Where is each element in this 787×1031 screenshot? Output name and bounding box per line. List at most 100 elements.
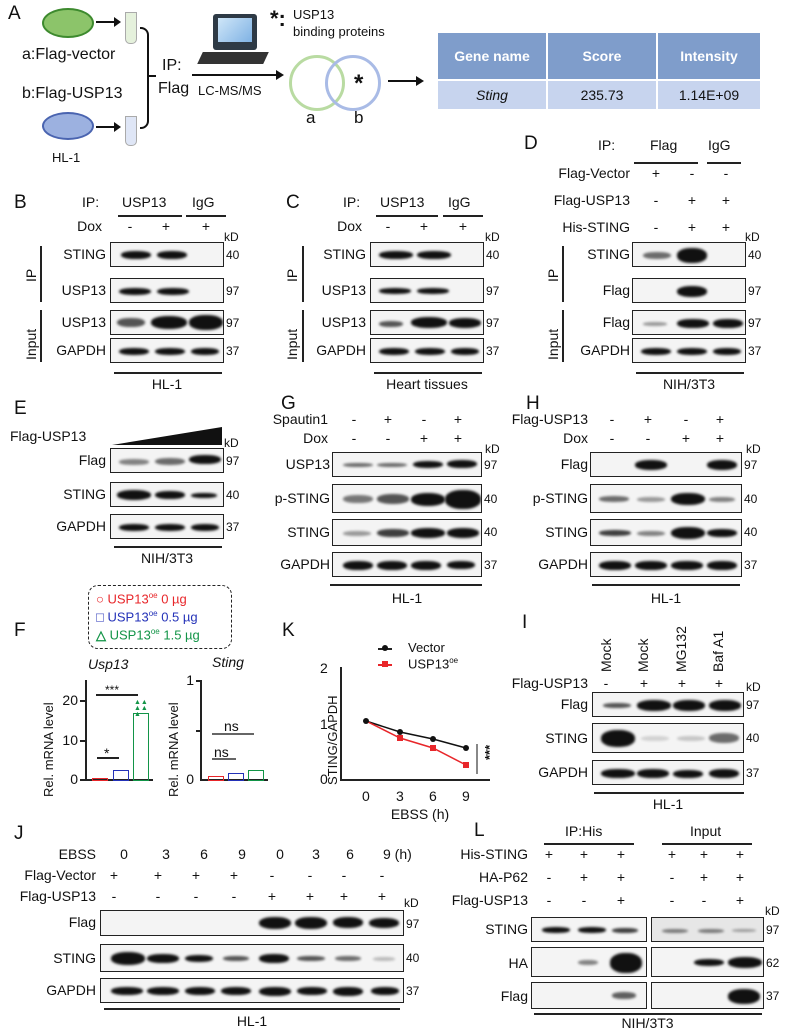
row-label: STING [63, 486, 106, 502]
blot-flag [110, 448, 224, 473]
legend-sup: oe [449, 656, 459, 665]
keyboard-icon [197, 52, 269, 64]
row-label: STING [53, 950, 96, 966]
venn-label-a: a [306, 108, 316, 127]
blot-sting [110, 482, 224, 507]
kd-label: kD [746, 442, 761, 456]
sign: - [609, 430, 615, 446]
panel-label-d: D [524, 133, 538, 154]
blot-flag-ip [531, 982, 647, 1009]
sign: + [667, 846, 677, 862]
divider [594, 792, 744, 794]
sign: + [419, 430, 429, 446]
sign: + [616, 846, 626, 862]
row-label: STING [323, 246, 366, 262]
blot-gapdh [632, 338, 746, 363]
gradient-wedge-icon [112, 427, 222, 445]
mw-label: 97 [486, 284, 500, 298]
row-label: USP13 [321, 314, 366, 330]
y-axis [85, 680, 87, 780]
panel-label-g: G [281, 393, 296, 414]
row-label: GAPDH [538, 764, 588, 780]
arrow-icon [388, 80, 418, 82]
sign: + [699, 846, 709, 862]
panel-label-i: I [522, 612, 528, 633]
cond-label: Flag-Vector [558, 165, 630, 181]
tick [80, 779, 86, 781]
row-label: Flag [68, 914, 96, 930]
divider [114, 546, 222, 548]
divider [636, 372, 744, 374]
sample-b-label: b:Flag-USP13 [22, 85, 123, 102]
circle-marker-icon [382, 645, 388, 651]
panel-label-a: A [8, 3, 21, 24]
mw-label: 40 [406, 951, 420, 965]
blot-sting [100, 944, 404, 972]
sign: - [127, 218, 133, 234]
sign: - [645, 430, 651, 446]
cond-label: Flag-USP13 [451, 892, 528, 908]
cond-label: EBSS [58, 846, 96, 862]
blot-ha-input [651, 947, 764, 977]
mw-label: 40 [746, 731, 760, 745]
sign: - [351, 411, 357, 427]
legend-text: USP13 [408, 656, 450, 672]
sign: - [603, 675, 609, 691]
kd-label: kD [746, 680, 761, 694]
sign: 9 [238, 846, 246, 862]
table-header: Score [548, 33, 656, 79]
ip-group-usp13: USP13 [122, 194, 167, 210]
sign: + [639, 675, 649, 691]
row-label: STING [63, 246, 106, 262]
sign: - [155, 888, 161, 904]
blot-gapdh [370, 338, 484, 363]
sign: + [267, 888, 277, 904]
y-tick-label: 0 [320, 771, 328, 787]
sign: 0 [120, 846, 128, 862]
line-chart [363, 718, 478, 774]
sign: + [579, 869, 589, 885]
section-input-label: Input [545, 328, 561, 360]
row-label: USP13 [61, 314, 106, 330]
group-ip-his: IP:His [565, 823, 603, 839]
y-tick-label: 2 [320, 660, 328, 676]
cond-label: HA-P62 [478, 869, 528, 885]
sign: + [201, 218, 211, 234]
triangle-marker-icon: △ [96, 627, 106, 643]
sign: + [721, 192, 731, 208]
sign: - [231, 888, 237, 904]
ip-label: IP: [82, 194, 100, 210]
gene-table: Gene name Score Intensity Sting 235.73 1… [436, 31, 762, 111]
y-tick-label: 0 [70, 771, 78, 787]
panel-label-f: F [14, 620, 26, 641]
mw-label: 40 [744, 525, 758, 539]
sign: - [111, 888, 117, 904]
lane-label: Baf A1 [710, 630, 726, 672]
dish-green-icon [42, 8, 94, 38]
sign: - [421, 411, 427, 427]
blot-sting [632, 242, 746, 267]
venn-star: * [354, 70, 364, 97]
mw-label: 97 [746, 698, 760, 712]
cond-label: Dox [303, 430, 328, 446]
cond-label: Flag-USP13 [19, 888, 96, 904]
blot-usp13-ip [110, 278, 224, 303]
blot-gapdh [592, 760, 744, 785]
y-tick-label: 1 [320, 716, 328, 732]
row-label: GAPDH [56, 342, 106, 358]
panel-label-k: K [282, 620, 295, 641]
mw-label: 40 [486, 248, 500, 262]
cell-line-label: NIH/3T3 [140, 550, 194, 566]
mw-label: 40 [226, 248, 240, 262]
section-ip-label: IP [284, 268, 300, 282]
brace-tip [148, 75, 156, 77]
panel-label-j: J [14, 823, 24, 844]
table-row: Sting 235.73 1.14E+09 [438, 81, 760, 109]
arrowhead-icon [114, 17, 121, 27]
tick [196, 730, 202, 732]
y-tick-label: 1 [186, 672, 194, 688]
sign: + [721, 219, 731, 235]
bar-1 [228, 773, 244, 781]
sign: + [339, 888, 349, 904]
divider [376, 215, 438, 217]
